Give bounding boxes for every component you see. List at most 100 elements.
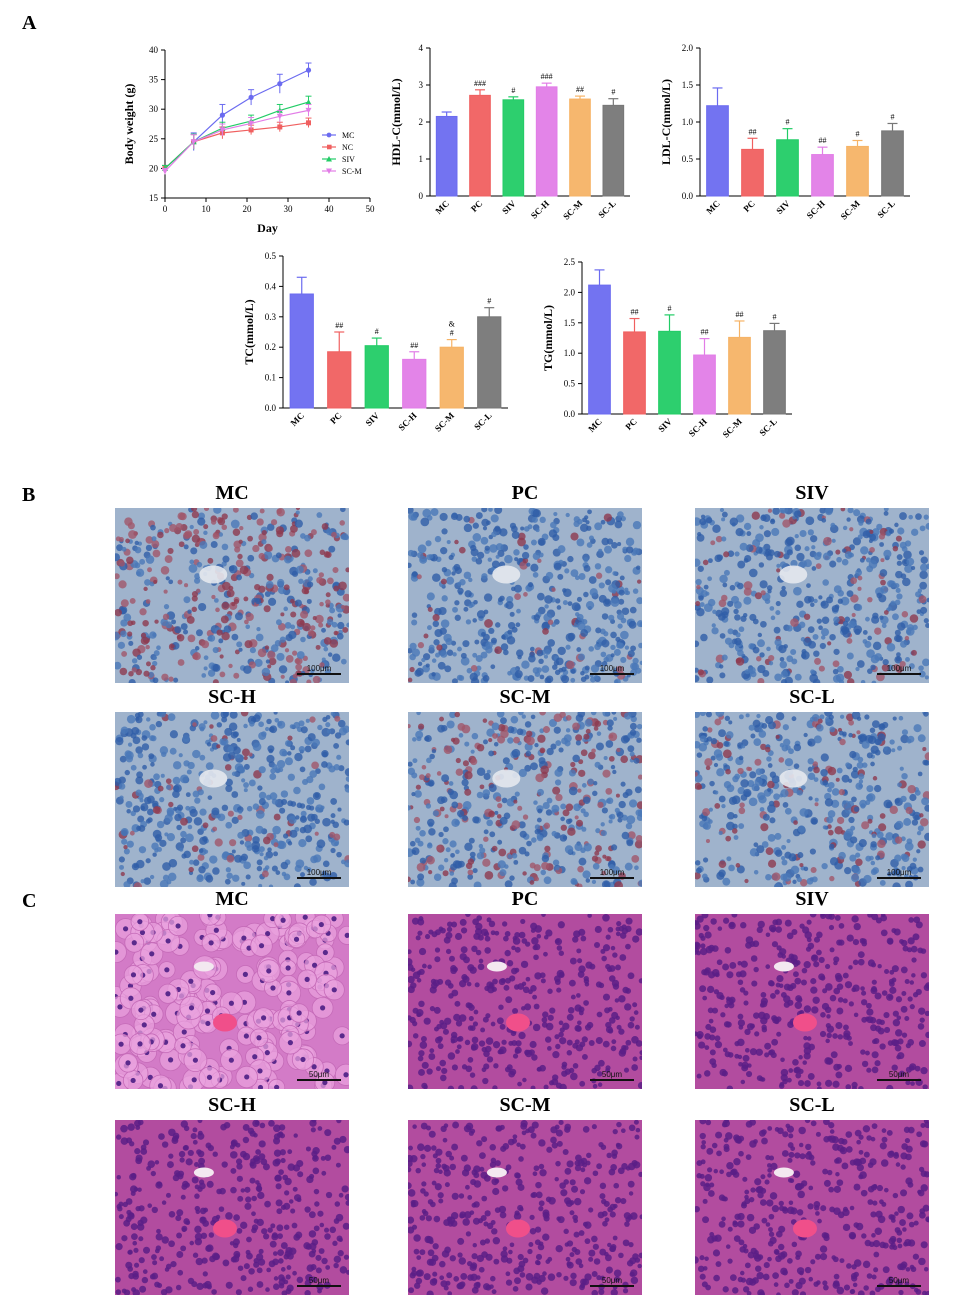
- cell-nucleus: [864, 640, 872, 648]
- central-vein: [199, 769, 228, 788]
- y-axis-title: TC(mmol/L): [242, 299, 256, 364]
- cell-nucleus: [522, 1077, 527, 1083]
- cell-nucleus: [762, 813, 770, 821]
- cell-nucleus: [492, 1085, 498, 1089]
- cell-nucleus: [176, 1232, 183, 1239]
- lipid-droplet: [221, 581, 231, 591]
- cell-nucleus: [189, 808, 198, 818]
- lipid-droplet: [232, 508, 239, 513]
- cell-nucleus: [835, 1071, 843, 1079]
- cell-nucleus: [261, 731, 267, 737]
- cell-nucleus: [333, 764, 340, 771]
- lipid-droplet: [534, 876, 540, 882]
- cell-nucleus: [264, 865, 270, 870]
- cell-nucleus: [601, 613, 609, 620]
- cell-nucleus: [699, 735, 707, 743]
- cell-nucleus: [462, 815, 468, 821]
- cell-nucleus: [546, 797, 553, 804]
- lipid-droplet: [552, 786, 561, 795]
- lipid-droplet: [878, 533, 885, 540]
- cell-nucleus: [566, 1050, 573, 1056]
- cell-nucleus: [871, 680, 877, 683]
- cell-nucleus: [256, 1281, 264, 1288]
- x-tick-label-sc-l: SC-L: [472, 410, 494, 432]
- cell-nucleus: [169, 747, 177, 755]
- cell-nucleus: [172, 761, 182, 770]
- cell-nucleus: [280, 861, 289, 870]
- bar-sc-h: [693, 354, 716, 415]
- cell-nucleus: [813, 735, 822, 744]
- cell-nucleus: [719, 664, 724, 669]
- cell-nucleus: [893, 868, 901, 876]
- cell-nucleus: [594, 761, 601, 768]
- cell-nucleus: [514, 557, 519, 562]
- cell-nucleus: [408, 975, 415, 984]
- cell-nucleus: [695, 860, 701, 866]
- cell-nucleus: [174, 626, 182, 634]
- lipid-droplet: [793, 820, 798, 825]
- cell-nucleus: [279, 748, 287, 757]
- lipid-droplet: [121, 650, 128, 657]
- cell-nucleus: [221, 543, 229, 551]
- cell-nucleus: [165, 1263, 172, 1270]
- cell-nucleus: [901, 866, 906, 871]
- cell-nucleus: [177, 1269, 184, 1276]
- lipid-droplet: [276, 508, 285, 517]
- cell-nucleus: [541, 854, 550, 863]
- cell-nucleus: [440, 547, 448, 555]
- cell-nucleus: [870, 1024, 877, 1032]
- cell-nucleus: [486, 769, 491, 774]
- cell-nucleus: [336, 1120, 342, 1124]
- cell-nucleus: [232, 746, 241, 755]
- cell-nucleus: [923, 712, 929, 717]
- cell-nucleus: [478, 843, 484, 849]
- cell-nucleus: [853, 806, 860, 812]
- lipid-droplet: [266, 573, 274, 581]
- scale-bar-line: [590, 1079, 634, 1081]
- cell-nucleus: [748, 797, 758, 807]
- cell-nucleus: [803, 1005, 812, 1013]
- cell-nucleus: [583, 975, 589, 982]
- cell-nucleus: [701, 815, 708, 822]
- cell-nucleus: [241, 999, 248, 1005]
- cell-nucleus: [457, 581, 462, 586]
- cell-nucleus: [695, 578, 702, 586]
- cell-nucleus: [620, 656, 627, 663]
- cell-nucleus: [447, 1052, 456, 1060]
- cell-nucleus: [616, 921, 622, 927]
- cell-nucleus: [904, 979, 910, 985]
- lipid-droplet: [756, 656, 762, 662]
- cell-nucleus: [509, 522, 517, 529]
- cell-nucleus: [758, 1011, 766, 1020]
- cell-nucleus: [582, 796, 591, 804]
- x-tick-label-mc: MC: [433, 198, 451, 216]
- cell-nucleus: [439, 1059, 447, 1067]
- cell-nucleus: [525, 976, 531, 982]
- central-vein: [779, 769, 808, 788]
- cell-nucleus: [810, 986, 818, 994]
- cell-nucleus: [568, 818, 573, 823]
- cell-nucleus: [337, 613, 342, 618]
- cell-nucleus: [421, 1061, 429, 1069]
- cell-nucleus: [176, 804, 184, 811]
- cell-nucleus: [415, 825, 421, 831]
- cell-nucleus: [883, 746, 888, 751]
- cell-nucleus: [266, 1267, 272, 1273]
- lipid-droplet: [416, 862, 426, 872]
- cell-nucleus: [918, 665, 924, 671]
- lipid-droplet: [266, 545, 273, 552]
- cell-nucleus: [606, 966, 613, 972]
- data-point: [276, 113, 283, 120]
- lipid-droplet: [325, 551, 332, 558]
- cell-nucleus: [438, 864, 445, 871]
- tissue-image: [115, 1120, 349, 1295]
- cell-nucleus: [131, 862, 140, 871]
- cell-nucleus: [595, 828, 601, 834]
- cell-nucleus: [838, 730, 844, 736]
- cell-nucleus: [563, 734, 572, 743]
- cell-nucleus: [568, 786, 578, 796]
- cell-nucleus: [637, 1082, 642, 1089]
- lipid-droplet: [529, 880, 535, 885]
- bar-sc-l: [477, 316, 502, 409]
- cell-nucleus: [779, 743, 785, 748]
